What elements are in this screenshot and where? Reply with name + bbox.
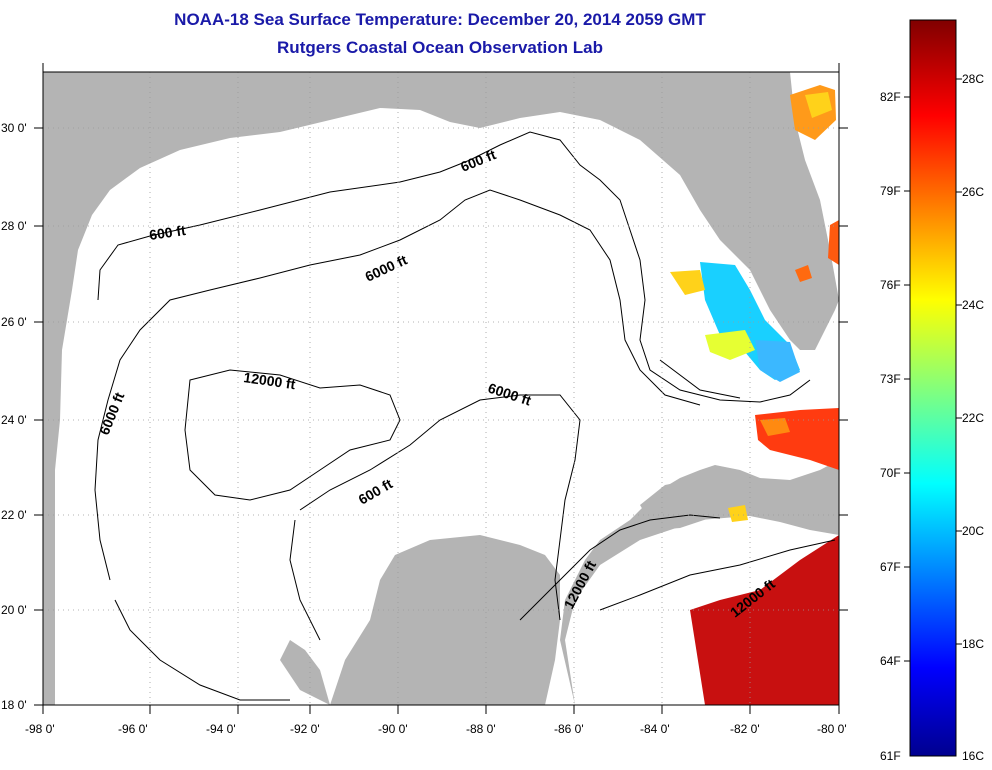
contour-label-600-west: 600 ft xyxy=(148,222,187,243)
colorbar-c-label: 24C xyxy=(962,298,984,312)
map-subtitle: Rutgers Coastal Ocean Observation Lab xyxy=(277,38,603,57)
lon-tick-label: -88 0' xyxy=(466,722,496,736)
contour-12000-south xyxy=(519,514,721,621)
map-plot-area xyxy=(43,72,839,705)
colorbar-c-label: 20C xyxy=(962,524,984,538)
yucatan-land xyxy=(330,535,560,705)
contour-label-12000-center: 12000 ft xyxy=(243,369,297,392)
colorbar: 82F 79F 76F 73F 70F 67F 64F 61F 28C 26C … xyxy=(880,19,984,763)
colorbar-f-label: 82F xyxy=(880,90,901,104)
contour-12000 xyxy=(184,369,401,501)
grid-lines xyxy=(43,72,839,705)
lon-tick-label: -82 0' xyxy=(730,722,760,736)
lon-tick-label: -98 0' xyxy=(25,722,55,736)
contour-6000-inner xyxy=(114,599,290,701)
lat-tick-label: 22 0' xyxy=(1,508,27,522)
axis-ticks xyxy=(34,63,848,714)
lat-tick-label: 18 0' xyxy=(1,698,27,712)
depth-contours xyxy=(94,131,836,701)
lat-tick-label: 30 0' xyxy=(1,121,27,135)
colorbar-f-label: 73F xyxy=(880,372,901,386)
colorbar-f-label: 70F xyxy=(880,466,901,480)
lon-tick-label: -80 0' xyxy=(817,722,847,736)
sst-patches xyxy=(670,85,839,705)
colorbar-f-label: 67F xyxy=(880,560,901,574)
map-title: NOAA-18 Sea Surface Temperature: Decembe… xyxy=(174,10,706,29)
colorbar-f-label: 61F xyxy=(880,749,901,763)
contour-florida-shelf xyxy=(659,359,741,399)
central-america-land xyxy=(280,640,330,705)
lat-tick-label: 26 0' xyxy=(1,315,27,329)
contour-600-south xyxy=(299,394,581,621)
colorbar-c-label: 16C xyxy=(962,749,984,763)
lon-tick-label: -96 0' xyxy=(118,722,148,736)
lon-tick-label: -84 0' xyxy=(640,722,670,736)
colorbar-f-label: 79F xyxy=(880,184,901,198)
contour-6000-south xyxy=(289,519,321,641)
contour-6000 xyxy=(94,189,701,581)
colorbar-c-label: 18C xyxy=(962,637,984,651)
gulf-water xyxy=(55,108,839,705)
lon-tick-label: -90 0' xyxy=(378,722,408,736)
lon-tick-label: -86 0' xyxy=(554,722,584,736)
contour-12000-caribbean xyxy=(599,539,836,611)
colorbar-c-label: 28C xyxy=(962,72,984,86)
colorbar-c-label: 22C xyxy=(962,411,984,425)
contour-600 xyxy=(97,131,811,403)
lon-tick-label: -94 0' xyxy=(206,722,236,736)
lat-tick-label: 28 0' xyxy=(1,219,27,233)
lon-tick-label: -92 0' xyxy=(290,722,320,736)
colorbar-gradient xyxy=(909,19,957,757)
colorbar-f-label: 76F xyxy=(880,278,901,292)
lat-tick-label: 24 0' xyxy=(1,413,27,427)
colorbar-c-label: 26C xyxy=(962,185,984,199)
lat-tick-label: 20 0' xyxy=(1,603,27,617)
colorbar-f-label: 64F xyxy=(880,654,901,668)
map-frame xyxy=(42,71,840,706)
